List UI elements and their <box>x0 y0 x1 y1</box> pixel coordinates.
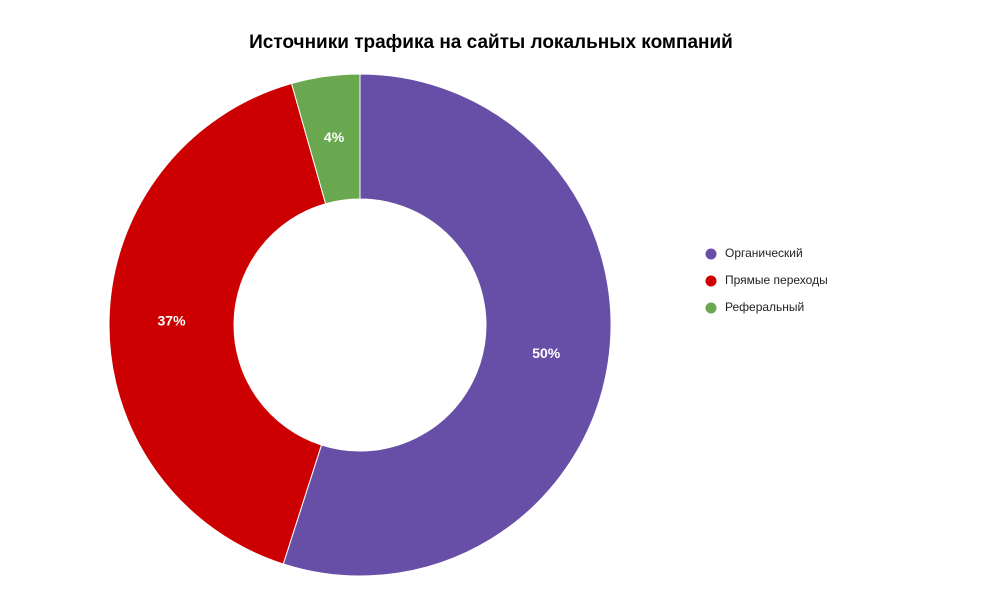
slice <box>290 73 361 205</box>
legend-label: Реферальный <box>725 300 804 314</box>
slice-label: 37% <box>158 312 187 328</box>
legend-label: Прямые переходы <box>725 273 828 287</box>
legend-label: Органический <box>725 246 803 260</box>
legend-marker <box>705 275 717 287</box>
legend-marker <box>705 302 717 314</box>
slice-label: 50% <box>532 345 561 361</box>
slice <box>282 73 612 577</box>
chart-title: Источники трафика на сайты локальных ком… <box>249 32 733 53</box>
legend-marker <box>705 248 717 260</box>
slice <box>108 82 327 565</box>
slice-label: 4% <box>324 129 345 145</box>
